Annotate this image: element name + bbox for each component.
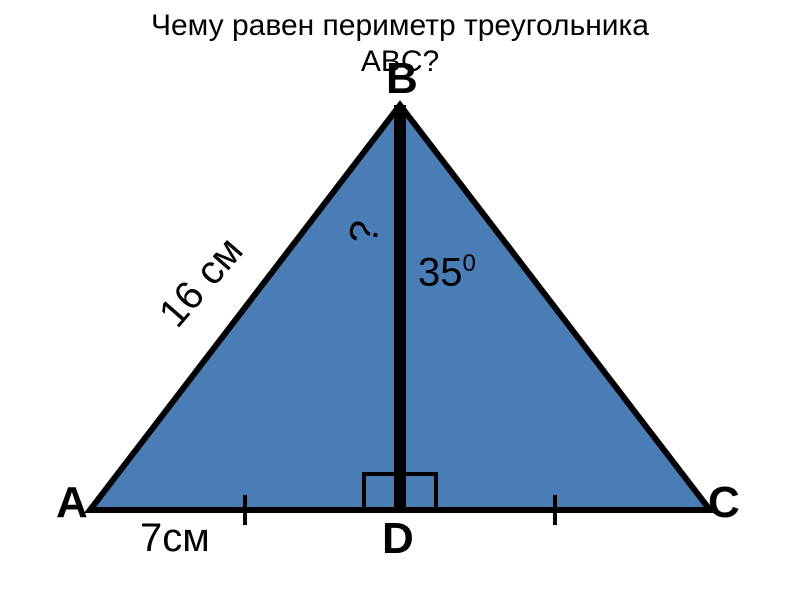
title-line-1: Чему равен периметр треугольника <box>151 9 649 42</box>
triangle-diagram: A B C D 16 см 7см ? 350 <box>50 80 750 580</box>
angle-dbc-label: 350 <box>418 250 476 295</box>
vertex-d-label: D <box>382 514 414 564</box>
vertex-a-label: A <box>56 478 88 528</box>
base-ad-label: 7см <box>140 516 210 561</box>
vertex-b-label: B <box>386 54 418 104</box>
angle-superscript: 0 <box>463 250 476 277</box>
angle-value: 35 <box>418 250 463 294</box>
vertex-c-label: C <box>708 478 740 528</box>
triangle-svg <box>50 80 750 580</box>
